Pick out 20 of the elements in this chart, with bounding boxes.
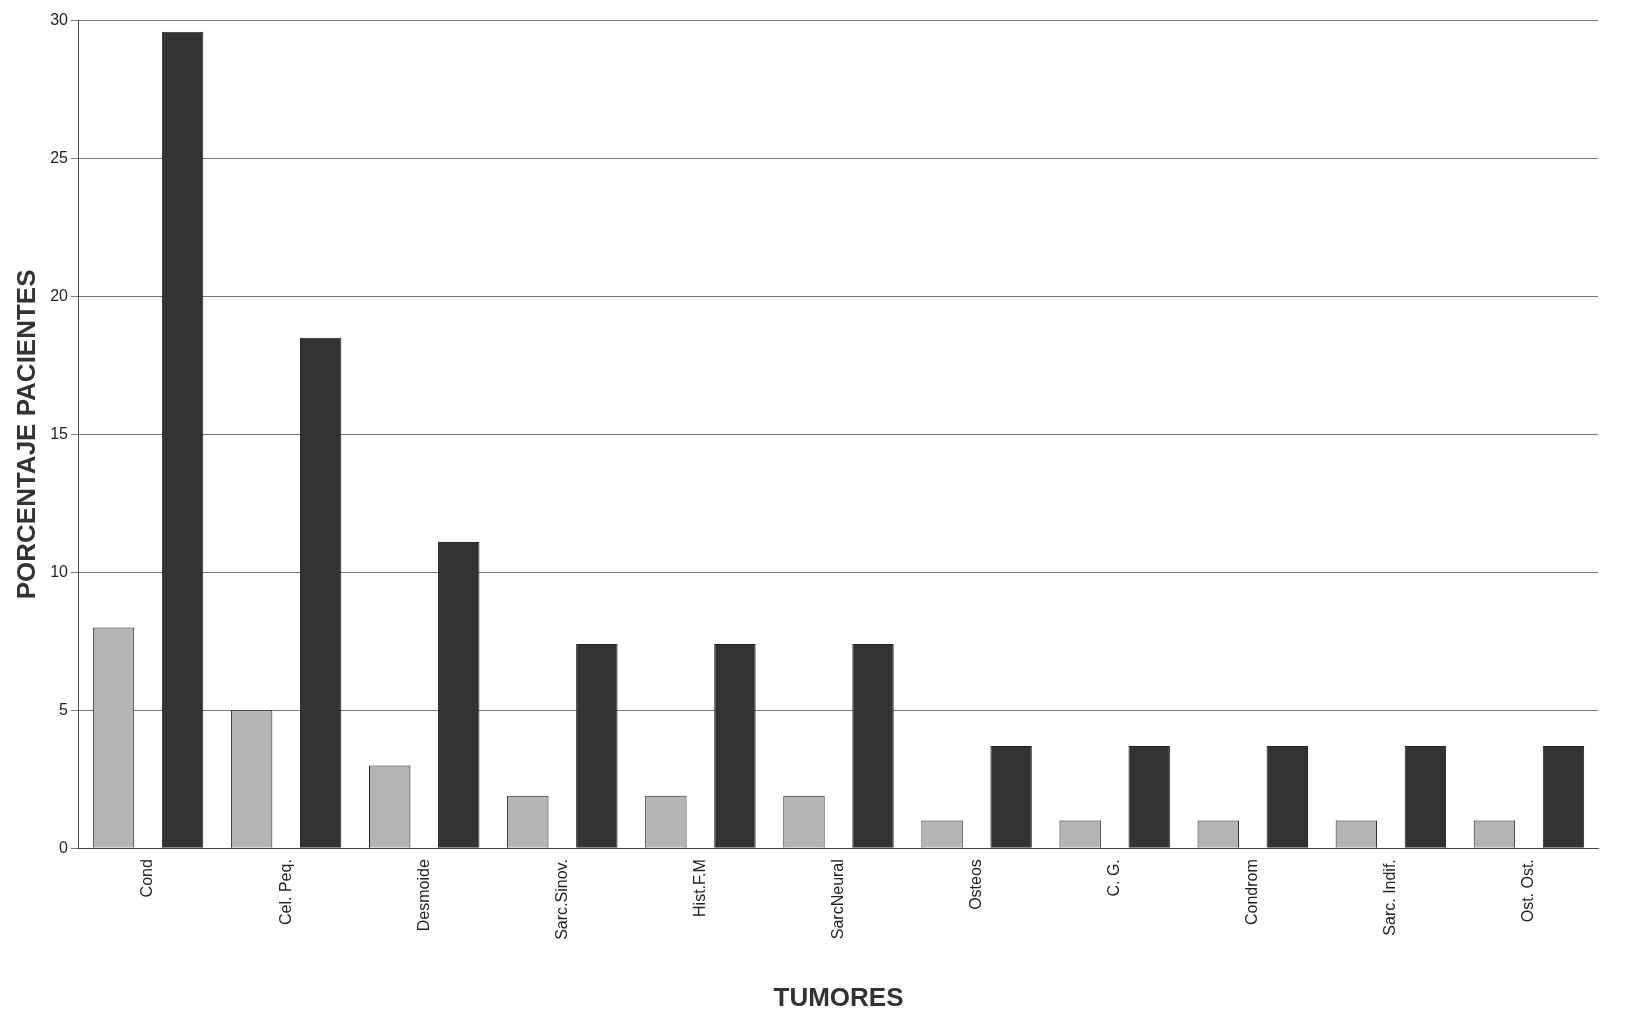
y-axis-title: PORCENTAJE PACIENTES <box>10 269 41 600</box>
x-tick-label: Condrom <box>1243 859 1261 925</box>
x-tick-label: Cond <box>138 859 156 898</box>
x-tick-label: Osteos <box>967 859 984 910</box>
y-tick-label: 15 <box>50 424 69 442</box>
y-tick-label: 5 <box>59 700 69 718</box>
x-tick-label: C. G. <box>1105 859 1123 897</box>
x-tick-label: Sarc. Indif. <box>1381 859 1399 936</box>
x-tick-label: Cel. Peq. <box>276 859 294 925</box>
x-tick-label: Ost. Ost. <box>1519 859 1537 923</box>
y-tick-label: 20 <box>50 286 69 304</box>
y-tick-label: 30 <box>50 11 69 29</box>
y-tick-label: 0 <box>59 838 69 856</box>
x-tick-label: SarcNeural <box>828 859 846 940</box>
x-tick-label: Hist.F.M <box>690 859 708 917</box>
x-tick-label: Sarc.Sinov. <box>552 859 570 940</box>
x-axis-title: TUMORES <box>773 981 904 1012</box>
x-tick-label: Desmoide <box>414 859 432 932</box>
y-tick-label: 25 <box>50 148 69 166</box>
y-tick-label: 10 <box>50 562 69 580</box>
